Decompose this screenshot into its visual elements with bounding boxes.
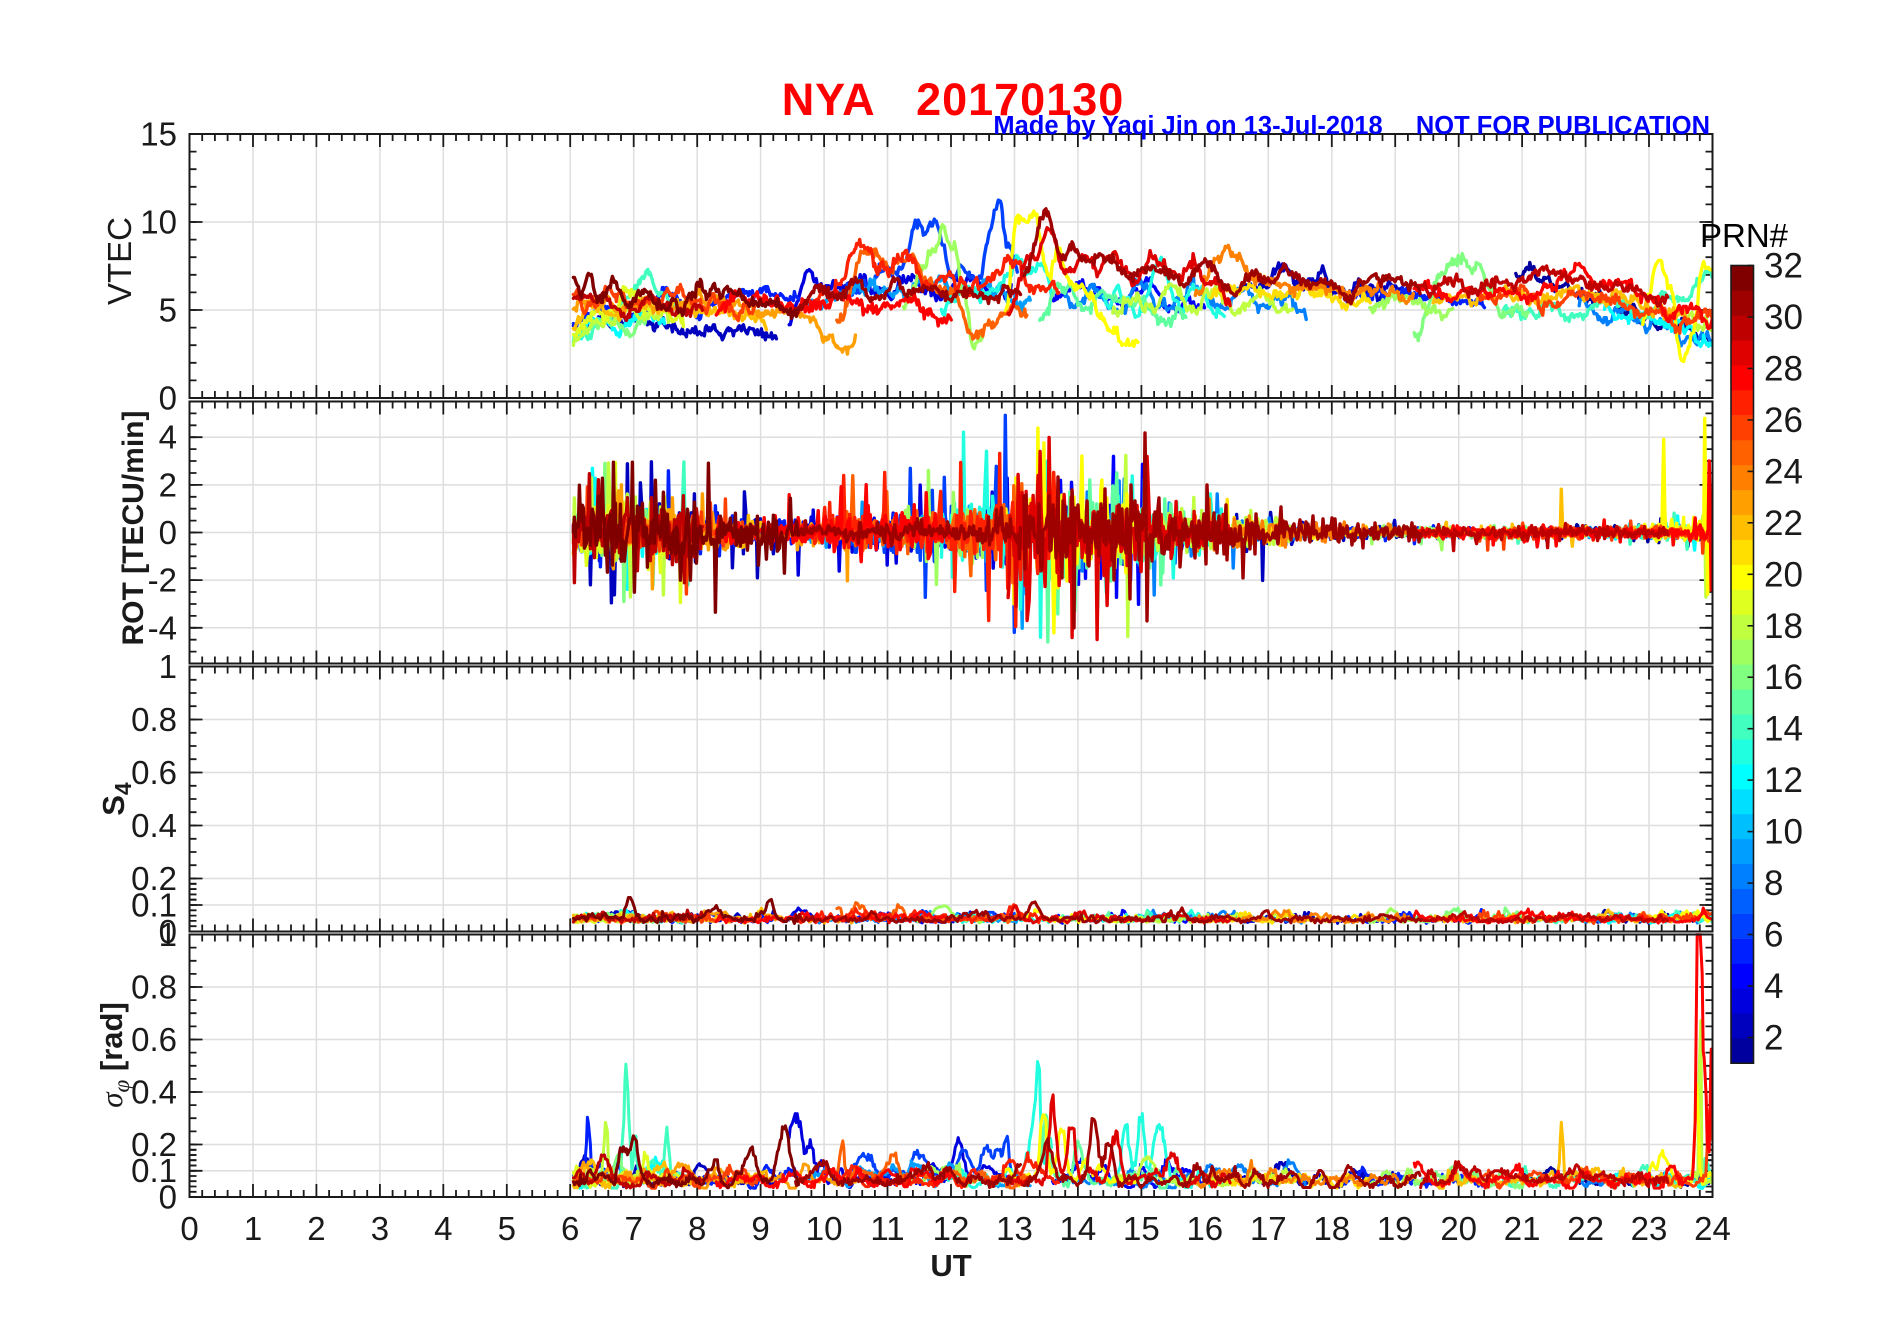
svg-text:-2: -2 xyxy=(148,562,177,599)
svg-text:4: 4 xyxy=(159,419,177,456)
svg-text:1: 1 xyxy=(159,916,177,953)
svg-text:16: 16 xyxy=(1186,1210,1223,1247)
svg-text:19: 19 xyxy=(1377,1210,1414,1247)
svg-text:30: 30 xyxy=(1764,298,1803,337)
svg-text:8: 8 xyxy=(1764,864,1783,903)
svg-text:24: 24 xyxy=(1694,1210,1731,1247)
svg-text:UT: UT xyxy=(930,1248,971,1283)
svg-text:9: 9 xyxy=(751,1210,769,1247)
svg-text:7: 7 xyxy=(625,1210,643,1247)
svg-text:0.1: 0.1 xyxy=(131,887,177,924)
svg-text:4: 4 xyxy=(434,1210,452,1247)
svg-text:22: 22 xyxy=(1764,504,1803,543)
svg-text:0.1: 0.1 xyxy=(131,1152,177,1189)
svg-text:20: 20 xyxy=(1764,555,1803,594)
svg-text:18: 18 xyxy=(1764,607,1803,646)
svg-text:0: 0 xyxy=(159,514,177,551)
svg-text:5: 5 xyxy=(159,292,177,329)
svg-text:ROT [TECU/min]: ROT [TECU/min] xyxy=(117,411,150,646)
svg-text:5: 5 xyxy=(498,1210,516,1247)
svg-text:Made by Yaqi Jin on 13-Jul-201: Made by Yaqi Jin on 13-Jul-2018 xyxy=(993,112,1382,140)
svg-text:32: 32 xyxy=(1764,247,1803,286)
svg-text:23: 23 xyxy=(1631,1210,1668,1247)
svg-text:0.2: 0.2 xyxy=(131,860,177,897)
svg-text:-4: -4 xyxy=(148,609,177,646)
svg-text:0.6: 0.6 xyxy=(131,1021,177,1058)
svg-text:13: 13 xyxy=(996,1210,1033,1247)
svg-text:2: 2 xyxy=(1764,1019,1783,1058)
svg-text:4: 4 xyxy=(1764,967,1783,1006)
svg-text:15: 15 xyxy=(1123,1210,1160,1247)
svg-text:21: 21 xyxy=(1504,1210,1541,1247)
svg-text:6: 6 xyxy=(1764,916,1783,955)
svg-text:0.2: 0.2 xyxy=(131,1126,177,1163)
svg-text:28: 28 xyxy=(1764,349,1803,388)
svg-text:24: 24 xyxy=(1764,452,1803,491)
svg-text:16: 16 xyxy=(1764,658,1803,697)
svg-text:0.4: 0.4 xyxy=(131,1074,177,1111)
svg-text:NYA 20170130: NYA 20170130 xyxy=(782,74,1125,125)
svg-text:12: 12 xyxy=(933,1210,970,1247)
svg-text:0: 0 xyxy=(159,1179,177,1216)
svg-text:0.4: 0.4 xyxy=(131,807,177,844)
svg-text:2: 2 xyxy=(307,1210,325,1247)
svg-text:10: 10 xyxy=(1764,813,1803,852)
svg-text:15: 15 xyxy=(140,116,177,153)
svg-text:26: 26 xyxy=(1764,401,1803,440)
svg-text:0: 0 xyxy=(159,913,177,950)
svg-text:8: 8 xyxy=(688,1210,706,1247)
svg-text:22: 22 xyxy=(1567,1210,1604,1247)
svg-text:17: 17 xyxy=(1250,1210,1287,1247)
svg-text:0.6: 0.6 xyxy=(131,754,177,791)
svg-text:NOT FOR PUBLICATION: NOT FOR PUBLICATION xyxy=(1416,112,1710,140)
svg-text:10: 10 xyxy=(806,1210,843,1247)
svg-text:VTEC: VTEC xyxy=(101,217,138,305)
svg-text:18: 18 xyxy=(1313,1210,1350,1247)
svg-text:σφ [rad]: σφ [rad] xyxy=(94,1002,134,1108)
svg-text:0.8: 0.8 xyxy=(131,701,177,738)
svg-text:2: 2 xyxy=(159,466,177,503)
svg-text:0: 0 xyxy=(159,380,177,417)
svg-text:20: 20 xyxy=(1440,1210,1477,1247)
svg-text:6: 6 xyxy=(561,1210,579,1247)
svg-text:14: 14 xyxy=(1764,710,1803,749)
svg-text:14: 14 xyxy=(1060,1210,1097,1247)
svg-text:1: 1 xyxy=(244,1210,262,1247)
svg-text:0: 0 xyxy=(180,1210,198,1247)
svg-text:PRN#: PRN# xyxy=(1700,217,1789,254)
svg-text:11: 11 xyxy=(870,1210,904,1247)
svg-text:10: 10 xyxy=(140,204,177,241)
svg-text:3: 3 xyxy=(371,1210,389,1247)
svg-text:12: 12 xyxy=(1764,761,1803,800)
svg-text:0.8: 0.8 xyxy=(131,969,177,1006)
svg-text:1: 1 xyxy=(159,648,177,685)
